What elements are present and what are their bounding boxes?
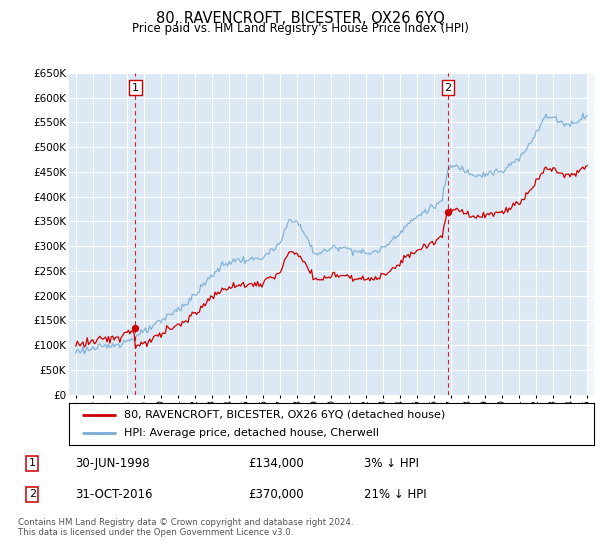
Text: Contains HM Land Registry data © Crown copyright and database right 2024.
This d: Contains HM Land Registry data © Crown c… (18, 518, 353, 538)
Point (131, 324, 140, 333)
Point (443, 207, 453, 216)
Text: 30-JUN-1998: 30-JUN-1998 (76, 456, 150, 470)
Text: Price paid vs. HM Land Registry's House Price Index (HPI): Price paid vs. HM Land Registry's House … (131, 22, 469, 35)
Text: 21% ↓ HPI: 21% ↓ HPI (364, 488, 426, 501)
Text: 1: 1 (132, 83, 139, 92)
Text: 80, RAVENCROFT, BICESTER, OX26 6YQ: 80, RAVENCROFT, BICESTER, OX26 6YQ (155, 11, 445, 26)
Text: 80, RAVENCROFT, BICESTER, OX26 6YQ (detached house): 80, RAVENCROFT, BICESTER, OX26 6YQ (deta… (124, 410, 445, 420)
Text: £134,000: £134,000 (248, 456, 304, 470)
Text: 2: 2 (445, 83, 452, 92)
Text: HPI: Average price, detached house, Cherwell: HPI: Average price, detached house, Cher… (124, 428, 379, 438)
Text: 1: 1 (29, 458, 36, 468)
Text: 31-OCT-2016: 31-OCT-2016 (76, 488, 153, 501)
Text: 2: 2 (29, 489, 36, 500)
Text: £370,000: £370,000 (248, 488, 304, 501)
Text: 3% ↓ HPI: 3% ↓ HPI (364, 456, 419, 470)
